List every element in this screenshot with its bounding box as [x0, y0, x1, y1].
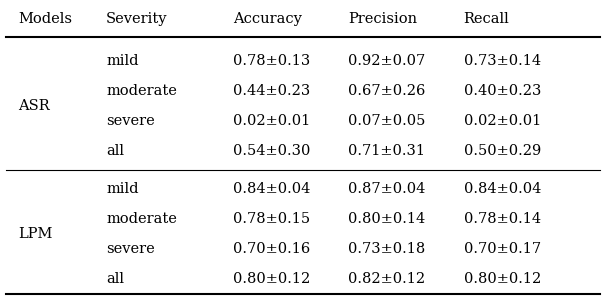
- Text: ASR: ASR: [18, 99, 50, 113]
- Text: 0.78±0.15: 0.78±0.15: [233, 213, 310, 226]
- Text: 0.02±0.01: 0.02±0.01: [464, 114, 541, 128]
- Text: 0.71±0.31: 0.71±0.31: [348, 144, 425, 158]
- Text: 0.67±0.26: 0.67±0.26: [348, 84, 426, 98]
- Text: 0.84±0.04: 0.84±0.04: [233, 182, 311, 197]
- Text: mild: mild: [106, 182, 139, 197]
- Text: 0.80±0.14: 0.80±0.14: [348, 213, 425, 226]
- Text: 0.87±0.04: 0.87±0.04: [348, 182, 426, 197]
- Text: 0.73±0.14: 0.73±0.14: [464, 54, 541, 68]
- Text: 0.70±0.17: 0.70±0.17: [464, 242, 541, 256]
- Text: severe: severe: [106, 114, 155, 128]
- Text: 0.92±0.07: 0.92±0.07: [348, 54, 425, 68]
- Text: mild: mild: [106, 54, 139, 68]
- Text: 0.07±0.05: 0.07±0.05: [348, 114, 426, 128]
- Text: 0.80±0.12: 0.80±0.12: [464, 272, 541, 286]
- Text: 0.78±0.14: 0.78±0.14: [464, 213, 541, 226]
- Text: all: all: [106, 272, 124, 286]
- Text: Models: Models: [18, 12, 72, 26]
- Text: Precision: Precision: [348, 12, 418, 26]
- Text: 0.73±0.18: 0.73±0.18: [348, 242, 425, 256]
- Text: 0.84±0.04: 0.84±0.04: [464, 182, 541, 197]
- Text: 0.54±0.30: 0.54±0.30: [233, 144, 311, 158]
- Text: 0.70±0.16: 0.70±0.16: [233, 242, 310, 256]
- Text: 0.44±0.23: 0.44±0.23: [233, 84, 310, 98]
- Text: all: all: [106, 144, 124, 158]
- Text: 0.78±0.13: 0.78±0.13: [233, 54, 310, 68]
- Text: 0.80±0.12: 0.80±0.12: [233, 272, 310, 286]
- Text: moderate: moderate: [106, 213, 177, 226]
- Text: 0.50±0.29: 0.50±0.29: [464, 144, 541, 158]
- Text: Severity: Severity: [106, 12, 167, 26]
- Text: 0.40±0.23: 0.40±0.23: [464, 84, 541, 98]
- Text: 0.82±0.12: 0.82±0.12: [348, 272, 425, 286]
- Text: severe: severe: [106, 242, 155, 256]
- Text: moderate: moderate: [106, 84, 177, 98]
- Text: LPM: LPM: [18, 227, 53, 241]
- Text: Accuracy: Accuracy: [233, 12, 302, 26]
- Text: Recall: Recall: [464, 12, 509, 26]
- Text: 0.02±0.01: 0.02±0.01: [233, 114, 310, 128]
